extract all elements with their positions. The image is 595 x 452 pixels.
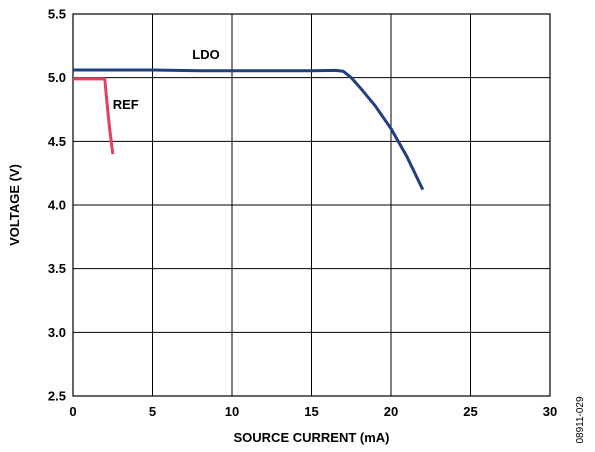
x-tick-label: 0 — [69, 404, 76, 419]
x-tick-label: 20 — [384, 404, 398, 419]
series-line-ldo — [73, 68, 425, 191]
x-tick-label: 5 — [149, 404, 156, 419]
series-line-ref — [73, 77, 115, 155]
series-label-ref: REF — [113, 97, 139, 112]
series-layer — [73, 68, 425, 191]
x-tick-label: 15 — [304, 404, 318, 419]
x-tick-label: 10 — [225, 404, 239, 419]
y-tick-label: 4.0 — [48, 198, 66, 213]
figure-id: 08911-029 — [575, 396, 586, 444]
y-tick-label: 4.5 — [48, 134, 66, 149]
y-axis-ticks: 2.5 3.0 3.5 4.0 4.5 5.0 5.5 — [48, 7, 66, 404]
x-tick-label: 25 — [463, 404, 477, 419]
grid — [73, 14, 550, 396]
y-tick-label: 5.0 — [48, 70, 66, 85]
series-annotations: LDO REF — [113, 47, 220, 112]
y-axis-title: VOLTAGE (V) — [7, 164, 22, 246]
x-axis-title: SOURCE CURRENT (mA) — [234, 430, 390, 445]
y-tick-label: 2.5 — [48, 389, 66, 404]
y-tick-label: 5.5 — [48, 7, 66, 22]
plot-frame — [72, 13, 551, 397]
y-tick-label: 3.0 — [48, 325, 66, 340]
y-tick-label: 3.5 — [48, 261, 66, 276]
series-label-ldo: LDO — [192, 47, 219, 62]
x-axis-ticks: 0 5 10 15 20 25 30 — [69, 404, 557, 419]
x-tick-label: 30 — [543, 404, 557, 419]
